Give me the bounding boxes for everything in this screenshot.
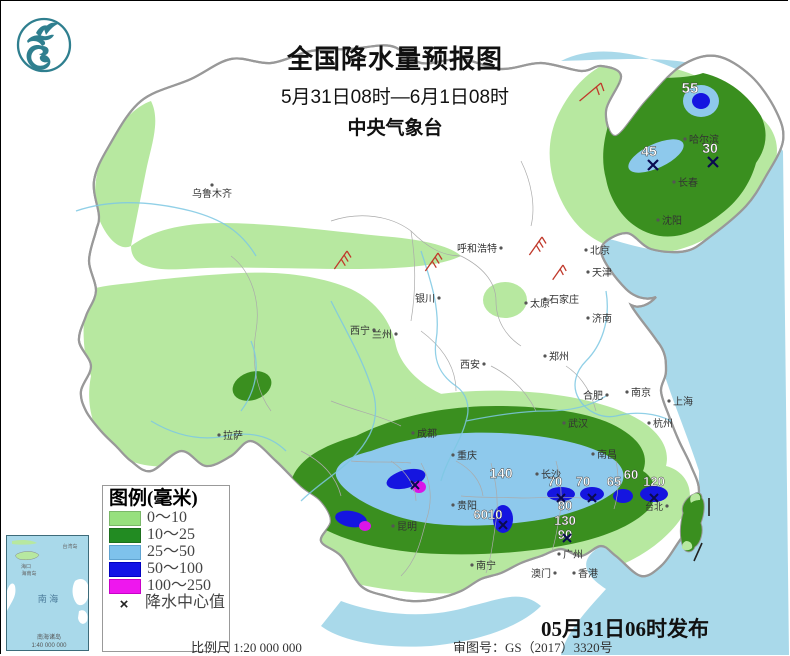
svg-text:昆明: 昆明 [397, 521, 417, 533]
svg-text:45: 45 [641, 143, 657, 159]
svg-text:南京: 南京 [631, 386, 651, 399]
svg-text:北京: 北京 [590, 244, 610, 257]
svg-text:沈阳: 沈阳 [662, 214, 682, 227]
svg-text:银川: 银川 [415, 292, 435, 305]
svg-text:西宁: 西宁 [350, 324, 370, 337]
svg-text:重庆: 重庆 [457, 449, 477, 462]
svg-text:140: 140 [489, 465, 513, 481]
svg-text:70: 70 [576, 474, 590, 489]
svg-text:南昌: 南昌 [597, 448, 617, 461]
svg-text:乌鲁木齐: 乌鲁木齐 [192, 187, 232, 200]
svg-text:60: 60 [624, 467, 638, 482]
svg-text:天津: 天津 [592, 267, 612, 279]
svg-text:成都: 成都 [417, 428, 437, 440]
svg-text:合肥: 合肥 [583, 389, 603, 402]
svg-text:南海诸岛: 南海诸岛 [37, 633, 61, 641]
svg-text:南宁: 南宁 [476, 559, 496, 572]
svg-text:海南岛: 海南岛 [21, 570, 36, 577]
svg-text:杭州: 杭州 [653, 417, 673, 430]
svg-text:台北: 台北 [645, 501, 663, 512]
svg-text:海口: 海口 [21, 563, 31, 570]
svg-text:西安: 西安 [460, 358, 480, 371]
svg-text:石家庄: 石家庄 [549, 293, 579, 306]
svg-text:呼和浩特: 呼和浩特 [457, 243, 497, 255]
svg-text:澳门: 澳门 [531, 567, 551, 580]
svg-text:郑州: 郑州 [549, 350, 569, 363]
svg-text:上海: 上海 [673, 395, 693, 408]
svg-text:长沙: 长沙 [541, 469, 561, 481]
svg-text:台湾岛: 台湾岛 [62, 543, 77, 550]
svg-text:长春: 长春 [678, 177, 698, 189]
svg-text:130: 130 [554, 513, 576, 528]
svg-text:南 海: 南 海 [38, 593, 59, 604]
svg-text:120: 120 [643, 474, 665, 489]
svg-text:济南: 济南 [592, 312, 612, 325]
svg-text:65: 65 [607, 474, 621, 489]
svg-text:6010: 6010 [474, 507, 503, 522]
svg-text:1:40 000 000: 1:40 000 000 [31, 643, 67, 649]
svg-text:武汉: 武汉 [568, 417, 588, 430]
svg-text:广州: 广州 [563, 549, 583, 561]
svg-text:贵阳: 贵阳 [457, 499, 477, 512]
svg-text:拉萨: 拉萨 [223, 429, 243, 442]
svg-text:太原: 太原 [530, 297, 550, 310]
svg-text:香港: 香港 [578, 568, 598, 580]
